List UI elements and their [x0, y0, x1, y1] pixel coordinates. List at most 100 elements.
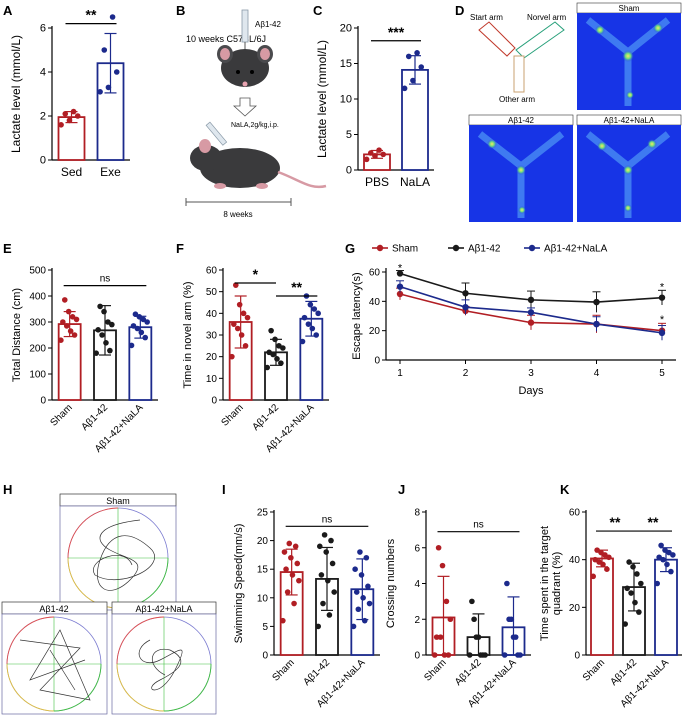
data-point — [396, 270, 404, 277]
panel-letters: A B C D E F G H I J K — [3, 3, 570, 497]
y-tick-label: 0 — [40, 396, 46, 407]
data-point — [101, 47, 108, 53]
data-point — [329, 560, 336, 567]
data-point — [662, 547, 668, 553]
x-tick-label: PBS — [365, 175, 389, 189]
x-tick-label: 2 — [463, 368, 469, 379]
data-point — [321, 532, 328, 538]
significance-label: * — [398, 263, 403, 275]
data-point — [527, 309, 535, 316]
y-tick-label: 40 — [206, 309, 218, 320]
data-point — [358, 572, 365, 578]
panel-letter-j: J — [398, 482, 405, 497]
data-point — [58, 122, 64, 128]
data-point — [268, 327, 274, 334]
significance-label: * — [660, 282, 665, 294]
x-tick-label: Sham — [271, 657, 297, 683]
y-tick-label: 6 — [414, 543, 420, 554]
data-point — [634, 571, 640, 577]
mouse-body-icon — [190, 139, 327, 189]
data-point — [62, 111, 69, 117]
bar — [654, 558, 678, 656]
y-tick-label: 60 — [569, 508, 581, 519]
y-tick-label: 30 — [206, 331, 218, 342]
significance-label: *** — [388, 24, 405, 40]
y-tick-label: 0 — [414, 651, 420, 662]
x-tick-label: Aβ1-42 — [301, 657, 332, 688]
x-tick-label: Aβ1-42 — [608, 657, 639, 688]
panel-c-bar-chart: 0 5 10 15 20 Lactate level (mmol/L) PBS NaLA *** — [315, 23, 434, 189]
strain-label: 10 weeks C57BL/6J — [186, 34, 266, 44]
data-point — [376, 147, 382, 153]
data-point — [418, 64, 425, 70]
data-point — [60, 319, 66, 325]
down-arrow-icon — [232, 97, 258, 117]
data-point — [128, 342, 135, 349]
data-point — [405, 53, 412, 60]
panel-letter-i: I — [222, 482, 226, 497]
panel-letter-b: B — [176, 3, 185, 18]
y-tick-label: 20 — [206, 352, 218, 363]
significance-label: ** — [648, 514, 659, 530]
x-tick-label: Aβ1-42 — [453, 657, 484, 688]
data-point — [97, 89, 103, 95]
data-point — [311, 306, 318, 312]
y-tick-label: 100 — [29, 370, 46, 381]
data-point — [515, 652, 521, 658]
data-point — [294, 560, 301, 567]
trace-title: Aβ1-42+NaLA — [136, 604, 193, 614]
data-point — [231, 321, 237, 327]
data-point — [372, 153, 378, 159]
data-point — [323, 549, 330, 555]
y-tick-label: 4 — [414, 579, 420, 590]
data-point — [70, 108, 77, 115]
data-point — [441, 652, 448, 658]
data-point — [138, 329, 145, 336]
y-axis-label: Lactate level (mmol/L) — [9, 35, 23, 153]
data-point — [401, 85, 408, 92]
data-point — [65, 308, 72, 315]
panel-letter-e: E — [3, 241, 12, 256]
x-tick-label: 5 — [659, 368, 665, 379]
data-point — [626, 559, 632, 565]
data-point — [288, 554, 294, 561]
data-point — [266, 349, 272, 356]
y-tick-label: 5 — [346, 129, 352, 141]
data-point — [471, 616, 477, 623]
y-axis-label: Swimming Speed(mm/s) — [233, 524, 245, 644]
data-point — [317, 543, 323, 550]
data-point — [305, 321, 312, 327]
injection-label: Aβ1-42 — [255, 20, 282, 29]
data-point — [274, 356, 280, 362]
data-point — [594, 547, 600, 553]
y-tick-label: 10 — [257, 593, 269, 604]
data-point — [396, 283, 404, 290]
y-tick-label: 0 — [574, 651, 580, 662]
heatmap-title: Aβ1-42+NaLA — [604, 116, 655, 125]
data-point — [236, 301, 243, 308]
y-tick-label: 60 — [369, 268, 381, 279]
significance-label: ** — [86, 7, 97, 23]
data-point — [320, 600, 326, 607]
x-tick-label: Sed — [61, 165, 82, 179]
y-axis-label: quadrant (%) — [551, 552, 563, 616]
data-point — [103, 340, 109, 346]
data-point — [527, 319, 535, 326]
data-point — [132, 311, 139, 318]
data-point — [658, 294, 666, 301]
data-point — [365, 583, 371, 590]
y-tick-label: 300 — [29, 318, 46, 329]
data-point — [357, 549, 363, 555]
mouse-head-icon — [217, 45, 273, 87]
y-tick-label: 20 — [369, 326, 381, 337]
data-point — [331, 589, 338, 595]
data-point — [431, 652, 438, 658]
data-point — [142, 334, 149, 341]
data-point — [435, 544, 442, 551]
data-point — [130, 323, 137, 329]
y-tick-label: 5 — [262, 622, 268, 633]
y-tick-label: 0 — [262, 651, 268, 662]
panel-k-bar-chart: 0 20 40 60 Time spent in the target quadrant … — [539, 508, 682, 710]
arm-other-label: Other arm — [499, 95, 535, 104]
